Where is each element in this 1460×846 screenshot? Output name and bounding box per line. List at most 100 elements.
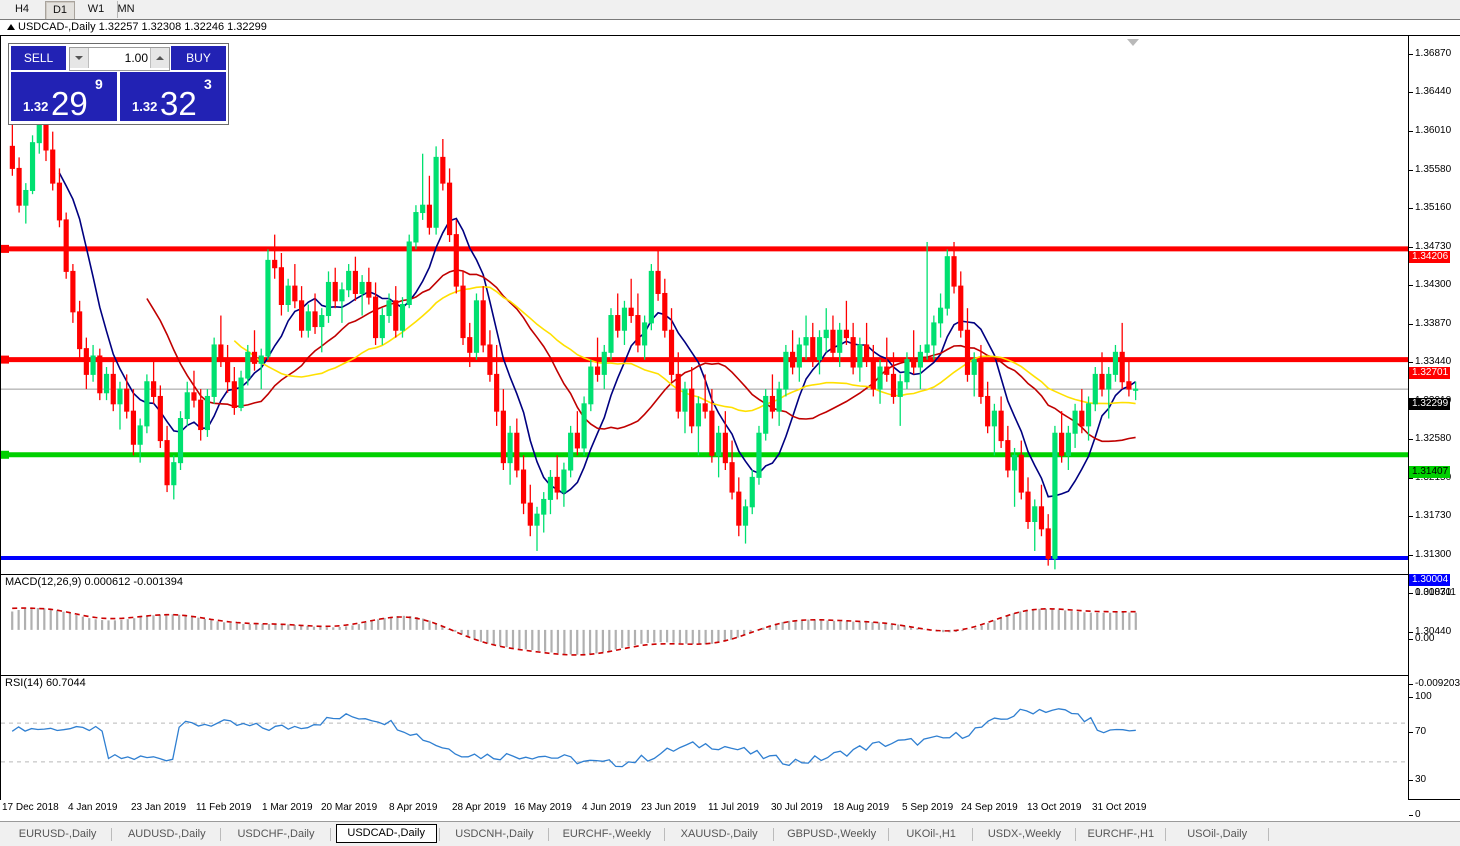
scale-tick xyxy=(1409,92,1413,93)
macd-scale-tick xyxy=(1409,684,1413,685)
candle-body xyxy=(662,292,668,331)
candle-body xyxy=(796,344,802,368)
price-tag-level[interactable]: 1.30004 xyxy=(1409,574,1451,586)
volume-increment-button[interactable] xyxy=(150,48,169,68)
price-scale[interactable]: 1.36870 1.36440 1.36010 1.35580 1.35160 1.347… xyxy=(1409,35,1460,820)
chart-tab-gbpusd[interactable]: GBPUSD-,Weekly xyxy=(787,828,877,840)
chart-tab-xauusd[interactable]: XAUUSD-,Daily xyxy=(680,828,758,840)
price-tag-resistance[interactable]: 1.32701 xyxy=(1409,367,1451,379)
candle-body xyxy=(231,381,237,408)
sell-price-prefix: 1.32 xyxy=(23,99,49,114)
candle-body xyxy=(1059,432,1065,456)
scroll-position-marker-icon[interactable] xyxy=(1127,39,1139,46)
macd-scale-label: 0.00 xyxy=(1415,633,1435,644)
candle-body xyxy=(346,270,352,291)
candle-body xyxy=(191,392,197,401)
candle-body xyxy=(379,315,385,339)
candle-body xyxy=(319,315,325,328)
sell-price-display[interactable]: 1.32 29 9 xyxy=(11,72,117,121)
candle-body xyxy=(581,403,587,449)
candle-body xyxy=(433,156,439,228)
candle-body xyxy=(520,469,527,504)
candle-body xyxy=(1005,440,1011,471)
chart-tab-usdx[interactable]: USDX-,Weekly xyxy=(987,828,1061,840)
price-pane[interactable] xyxy=(1,36,1408,573)
sell-button[interactable]: SELL xyxy=(11,46,66,70)
date-label: 23 Jun 2019 xyxy=(641,802,697,813)
timeframe-mn-button[interactable]: MN xyxy=(117,3,135,15)
candle-body xyxy=(265,259,271,357)
chart-tab-audusd[interactable]: AUDUSD-,Daily xyxy=(127,828,206,840)
candle-body xyxy=(722,432,728,464)
candle-body xyxy=(312,311,318,328)
candle-body xyxy=(890,373,897,397)
buy-price-display[interactable]: 1.32 32 3 xyxy=(120,72,226,121)
chart-tab-usdcnh[interactable]: USDCNH-,Daily xyxy=(455,828,534,840)
chevron-up-icon xyxy=(156,56,164,60)
candle-body xyxy=(944,256,950,309)
chart-tab-eurchf[interactable]: EURCHF-,Weekly xyxy=(562,828,651,840)
date-label: 4 Jun 2019 xyxy=(582,802,632,813)
scale-tick xyxy=(1409,516,1413,517)
chart-tab-usdcad[interactable]: USDCAD-,Daily xyxy=(335,824,437,843)
timeframe-d1-button[interactable]: D1 xyxy=(45,1,75,20)
ma-mid-line xyxy=(146,269,1136,443)
hline-handle[interactable] xyxy=(1,450,9,459)
buy-button[interactable]: BUY xyxy=(171,46,226,70)
candle-body xyxy=(689,388,695,427)
candle-body xyxy=(541,498,547,515)
candle-body xyxy=(843,329,849,339)
candle-body xyxy=(675,373,681,412)
toolbar-divider xyxy=(117,1,118,18)
macd-scale-tick xyxy=(1409,639,1413,640)
candle-body xyxy=(628,307,634,317)
buy-price-main: 32 xyxy=(160,85,197,122)
chart-tab-ukoil[interactable]: UKOil-,H1 xyxy=(906,828,956,840)
chart-tab-eurusd[interactable]: EURUSD-,Daily xyxy=(18,828,97,840)
candle-body xyxy=(332,281,338,302)
timeframe-w1-button[interactable]: W1 xyxy=(87,3,105,15)
price-tag-support[interactable]: 1.31407 xyxy=(1409,466,1451,478)
candle-body xyxy=(635,315,641,346)
date-label: 8 Apr 2019 xyxy=(389,802,438,813)
candle-body xyxy=(299,300,305,331)
volume-value[interactable]: 1.00 xyxy=(124,51,148,65)
candle-body xyxy=(588,366,594,405)
rsi-scale-label: 100 xyxy=(1415,691,1432,702)
macd-pane[interactable]: MACD(12,26,9) 0.000612 -0.001394 xyxy=(1,574,1408,674)
price-tag-resistance[interactable]: 1.34206 xyxy=(1409,251,1451,263)
candle-body xyxy=(608,315,614,353)
candle-body xyxy=(574,432,580,449)
candle-body xyxy=(198,399,204,431)
candle-body xyxy=(366,281,372,298)
candle-body xyxy=(413,212,419,243)
price-tag-last-price[interactable]: 1.32299 xyxy=(1409,398,1451,410)
candle-body xyxy=(937,307,944,324)
date-label: 17 Dec 2018 xyxy=(2,802,59,813)
candle-body xyxy=(440,156,446,184)
candle-body xyxy=(642,322,648,346)
rsi-pane[interactable]: RSI(14) 60.7044 xyxy=(1,675,1408,800)
candle-body xyxy=(500,410,506,464)
macd-label: MACD(12,26,9) 0.000612 -0.001394 xyxy=(5,576,183,588)
candle-body xyxy=(29,142,36,191)
volume-stepper[interactable]: 1.00 xyxy=(69,47,170,71)
tab-divider xyxy=(329,828,331,841)
candle-body xyxy=(1072,410,1078,434)
sell-price-main: 29 xyxy=(51,85,88,122)
scale-label: 1.35580 xyxy=(1415,164,1452,175)
candle-body xyxy=(278,267,284,305)
volume-decrement-button[interactable] xyxy=(70,48,89,68)
candle-body xyxy=(615,315,621,331)
hline-handle[interactable] xyxy=(1,355,9,364)
timeframe-h4-button[interactable]: H4 xyxy=(14,3,30,15)
chart-tab-usoil[interactable]: USOil-,Daily xyxy=(1187,828,1248,840)
chart-tab-eurchf[interactable]: EURCHF-,H1 xyxy=(1087,828,1155,840)
one-click-trading-panel[interactable]: SELL 1.00 BUY 1.32 29 9 1.32 32 3 xyxy=(8,43,229,125)
collapse-triangle-icon[interactable] xyxy=(7,24,15,30)
hline-handle[interactable] xyxy=(1,244,9,253)
candle-body xyxy=(1032,506,1038,523)
scale-label: 1.35160 xyxy=(1415,202,1452,213)
candle-body xyxy=(790,351,796,368)
chart-tab-usdchf[interactable]: USDCHF-,Daily xyxy=(237,828,315,840)
